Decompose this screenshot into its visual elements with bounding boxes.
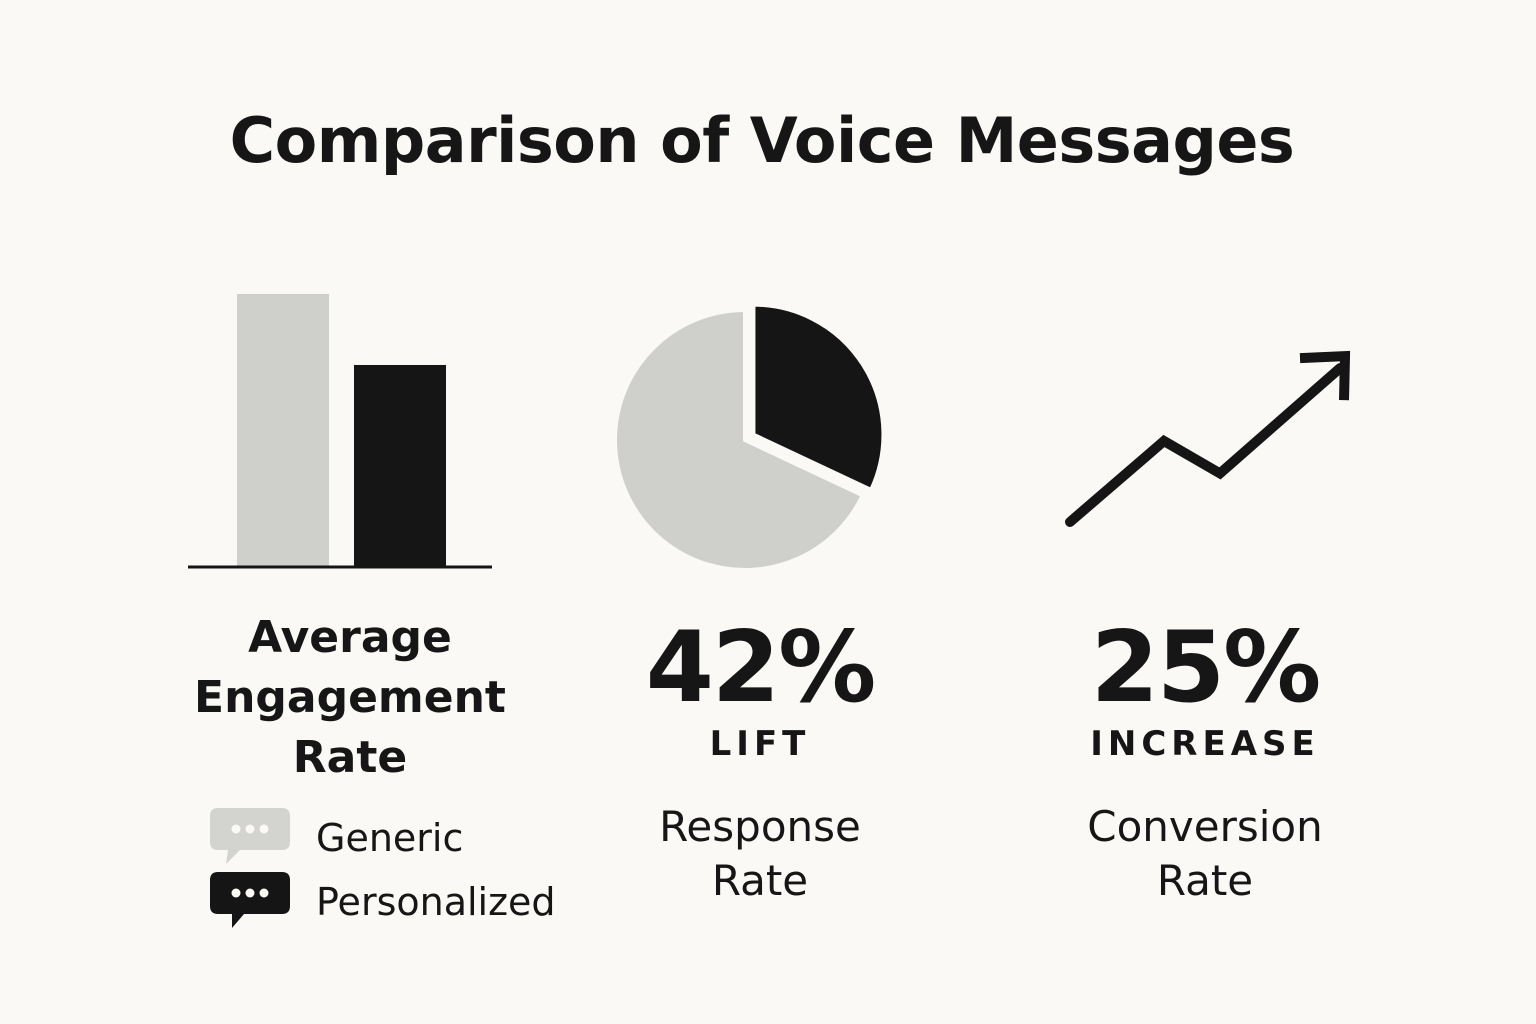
conversion-line-chart [1050,330,1370,540]
chat-bubble-light-icon [210,808,290,864]
response-stat: 42% LIFT [600,618,920,764]
pie-slice-generic [613,307,866,572]
response-label-line1: Response [659,802,861,851]
conversion-stat-number: 25% [1090,611,1322,725]
conversion-label-line2: Rate [1156,856,1254,905]
bar-chart-label: Average Engagement Rate [170,608,530,788]
legend-label-personalized: Personalized [316,880,556,924]
legend-label-generic: Generic [316,816,464,860]
bar-personalized [354,364,446,567]
bar-generic [237,294,329,567]
legend-item-personalized: Personalized [208,870,556,934]
pie-slice-personalized [751,302,886,493]
response-stat-number: 42% [645,611,877,725]
response-label-line2: Rate [711,856,809,905]
bar-label-line1: Average [248,612,452,663]
conversion-stat-caption: INCREASE [1090,724,1320,764]
legend: Generic Personalized [208,806,556,934]
conversion-stat: 25% INCREASE [1040,618,1370,764]
conversion-label: Conversion Rate [1040,800,1370,908]
bar-label-line2: Engagement [194,672,506,723]
response-pie-chart [610,296,900,582]
legend-item-generic: Generic [208,806,556,870]
trend-arrowhead-icon [1299,350,1351,401]
bar-label-line3: Rate [292,732,408,783]
page-title: Comparison of Voice Messages [229,104,1295,177]
response-label: Response Rate [600,800,920,908]
chat-bubble-dark-icon [210,872,290,928]
pie-chart-svg [613,302,886,572]
engagement-bar-chart [180,280,500,580]
response-stat-caption: LIFT [709,724,811,764]
conversion-trend-line [1065,363,1345,527]
conversion-label-line1: Conversion [1087,802,1323,851]
line-chart-svg [1065,350,1351,527]
bar-chart-svg [188,294,492,569]
